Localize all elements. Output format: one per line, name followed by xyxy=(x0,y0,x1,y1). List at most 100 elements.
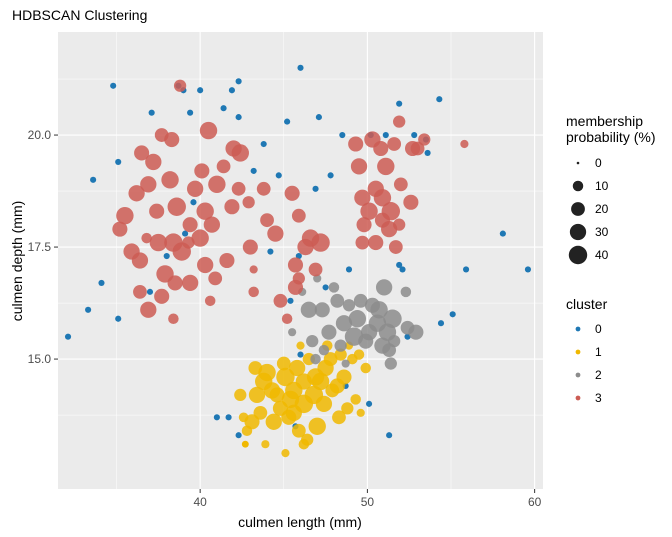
data-point-cluster-1 xyxy=(289,359,306,377)
data-point-cluster-3 xyxy=(134,145,150,161)
data-point-cluster-2 xyxy=(348,310,367,328)
data-point-cluster-3 xyxy=(403,194,419,210)
data-point-cluster-0 xyxy=(382,131,389,139)
data-point-cluster-3 xyxy=(194,163,210,179)
data-point-cluster-2 xyxy=(306,335,319,348)
grid-lines xyxy=(58,32,543,489)
data-point-cluster-0 xyxy=(182,230,189,237)
data-point-cluster-0 xyxy=(235,78,242,85)
data-point-cluster-3 xyxy=(161,171,179,189)
size-legend-key xyxy=(576,161,580,165)
data-point-cluster-3 xyxy=(182,236,195,249)
data-point-cluster-0 xyxy=(396,261,403,269)
data-points xyxy=(64,64,532,458)
data-point-cluster-3 xyxy=(284,185,300,201)
data-point-cluster-1 xyxy=(356,408,365,417)
data-point-cluster-2 xyxy=(321,324,337,340)
y-axis-label: culmen depth (mm) xyxy=(9,201,25,322)
data-point-cluster-3 xyxy=(173,79,187,92)
data-point-cluster-3 xyxy=(381,202,401,221)
data-point-cluster-0 xyxy=(411,131,418,139)
size-legend-key xyxy=(572,180,584,192)
data-point-cluster-3 xyxy=(216,159,231,174)
data-point-cluster-0 xyxy=(235,114,242,121)
data-point-cluster-3 xyxy=(418,133,431,146)
data-point-cluster-0 xyxy=(366,400,373,407)
data-point-cluster-1 xyxy=(281,390,300,409)
x-tick-label: 60 xyxy=(528,495,542,509)
data-point-cluster-3 xyxy=(388,240,403,254)
data-point-cluster-1 xyxy=(323,352,338,366)
data-point-cluster-1 xyxy=(306,368,325,386)
data-point-cluster-3 xyxy=(219,252,235,269)
y-tick-label: 20.0 xyxy=(28,128,52,142)
size-legend-label: 10 xyxy=(595,179,609,193)
data-point-cluster-2 xyxy=(330,293,345,308)
data-point-cluster-3 xyxy=(116,207,134,225)
data-point-cluster-0 xyxy=(386,432,393,439)
data-point-cluster-3 xyxy=(168,313,179,324)
data-point-cluster-0 xyxy=(267,248,274,255)
data-point-cluster-0 xyxy=(197,87,204,94)
data-point-cluster-0 xyxy=(98,279,105,286)
data-point-cluster-1 xyxy=(238,412,249,423)
data-point-cluster-3 xyxy=(145,153,162,171)
data-point-cluster-3 xyxy=(167,197,186,216)
data-point-cluster-3 xyxy=(393,218,406,231)
data-point-cluster-3 xyxy=(256,181,271,196)
data-point-cluster-3 xyxy=(287,279,304,295)
size-legend-title: probability (%) xyxy=(566,129,655,145)
data-point-cluster-0 xyxy=(213,414,220,421)
data-point-cluster-0 xyxy=(163,252,170,260)
data-point-cluster-1 xyxy=(276,367,295,387)
data-point-cluster-0 xyxy=(287,297,294,304)
data-point-cluster-1 xyxy=(291,423,306,438)
data-point-cluster-1 xyxy=(281,449,290,458)
data-point-cluster-2 xyxy=(313,274,322,283)
color-legend-title: cluster xyxy=(566,296,608,312)
data-point-cluster-0 xyxy=(399,266,406,273)
data-point-cluster-0 xyxy=(90,176,97,183)
data-point-cluster-0 xyxy=(190,199,197,206)
axis-ticks: 40 50 60 15.0 17.5 20.0 xyxy=(28,128,542,509)
chart-title: HDBSCAN Clustering xyxy=(12,7,147,23)
data-point-cluster-1 xyxy=(248,361,263,375)
data-point-cluster-0 xyxy=(327,172,334,179)
data-point-cluster-3 xyxy=(149,203,165,219)
data-point-cluster-2 xyxy=(300,301,318,318)
data-point-cluster-3 xyxy=(208,175,226,194)
data-point-cluster-3 xyxy=(181,274,199,292)
data-point-cluster-1 xyxy=(350,394,361,405)
data-point-cluster-1 xyxy=(294,394,314,414)
data-point-cluster-0 xyxy=(312,185,319,192)
data-point-cluster-0 xyxy=(235,432,242,439)
data-point-cluster-1 xyxy=(298,438,310,450)
data-point-cluster-3 xyxy=(387,137,402,151)
data-point-cluster-3 xyxy=(354,189,371,206)
data-point-cluster-0 xyxy=(275,172,282,179)
data-point-cluster-2 xyxy=(383,309,402,328)
data-point-cluster-3 xyxy=(133,284,147,299)
data-point-cluster-3 xyxy=(140,301,157,318)
color-legend-label: 3 xyxy=(595,391,602,405)
data-point-cluster-2 xyxy=(314,302,330,318)
data-point-cluster-0 xyxy=(110,82,117,89)
data-point-cluster-3 xyxy=(224,199,240,215)
data-point-cluster-0 xyxy=(250,167,257,174)
data-point-cluster-3 xyxy=(368,235,384,251)
size-legend-label: 30 xyxy=(595,225,609,239)
data-point-cluster-2 xyxy=(342,299,356,312)
data-point-cluster-3 xyxy=(273,293,288,308)
data-point-cluster-2 xyxy=(370,301,388,319)
data-point-cluster-3 xyxy=(123,243,140,260)
data-point-cluster-3 xyxy=(204,295,216,307)
data-point-cluster-0 xyxy=(115,315,122,322)
data-point-cluster-2 xyxy=(318,344,330,356)
data-point-cluster-3 xyxy=(231,144,249,162)
color-legend-key xyxy=(575,349,581,355)
data-point-cluster-0 xyxy=(339,131,346,139)
data-point-cluster-0 xyxy=(146,288,154,295)
data-point-cluster-3 xyxy=(360,202,378,220)
data-point-cluster-3 xyxy=(373,189,392,207)
